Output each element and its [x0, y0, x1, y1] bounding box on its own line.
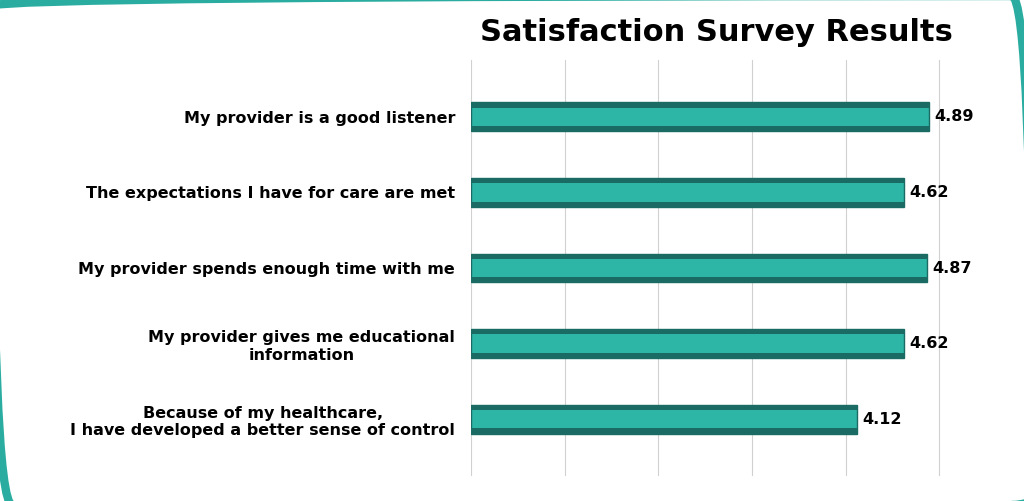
Bar: [471, 254, 927, 259]
Bar: [471, 103, 929, 108]
Bar: [471, 405, 857, 410]
Bar: [471, 103, 929, 131]
Text: 4.87: 4.87: [933, 261, 972, 276]
Text: 4.12: 4.12: [862, 412, 902, 427]
Bar: [471, 329, 903, 358]
Bar: [471, 178, 903, 183]
Text: 4.89: 4.89: [935, 109, 974, 124]
Bar: [471, 277, 927, 283]
Bar: [471, 126, 929, 131]
Bar: [471, 201, 903, 207]
Bar: [471, 178, 903, 207]
Text: 4.62: 4.62: [909, 185, 948, 200]
Bar: [471, 428, 857, 433]
Bar: [471, 353, 903, 358]
Title: Satisfaction Survey Results: Satisfaction Survey Results: [480, 18, 953, 47]
Text: 4.62: 4.62: [909, 336, 948, 351]
Bar: [471, 405, 857, 433]
Bar: [471, 254, 927, 283]
Bar: [471, 329, 903, 335]
